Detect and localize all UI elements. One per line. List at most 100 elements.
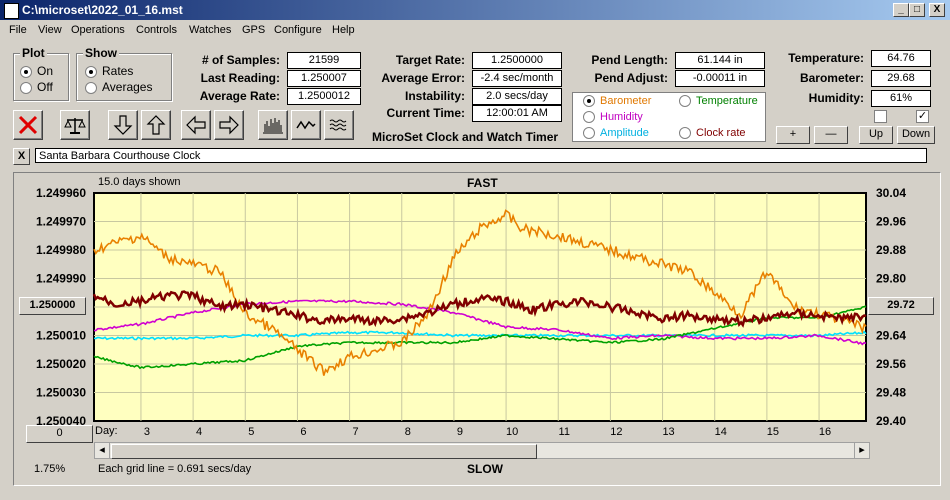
- y-left-tick-label: 1.249990: [36, 272, 86, 286]
- plot-on-label: On: [37, 64, 54, 78]
- title-bar: C:\microset\2022_01_16.mst _ □ X: [0, 0, 950, 20]
- y-right-tick-label: 29.56: [876, 357, 906, 371]
- average-error-field: -2.4 sec/month: [472, 70, 562, 87]
- down-button[interactable]: Down: [897, 126, 935, 144]
- x-tick-label: 6: [300, 426, 306, 438]
- y-right-tick-label: 29.80: [876, 272, 906, 286]
- plot-off-radio[interactable]: Off: [20, 80, 53, 94]
- y-right-tick-label: 29.88: [876, 243, 906, 257]
- balance-button[interactable]: [60, 110, 90, 140]
- center-rate-button[interactable]: 1.250000: [19, 297, 86, 315]
- y-left-tick-label: 1.249960: [36, 186, 86, 200]
- grid-note: Each grid line = 0.691 secs/day: [98, 463, 252, 475]
- noise-graph-button[interactable]: [324, 110, 354, 140]
- menu-controls[interactable]: Controls: [136, 24, 177, 36]
- menu-bar: File View Operations Controls Watches GP…: [0, 21, 950, 41]
- x-tick-label: 14: [715, 426, 727, 438]
- arrow-down-icon: [113, 115, 133, 135]
- histogram-button[interactable]: [258, 110, 288, 140]
- time-scrollbar[interactable]: ◂ ▸: [94, 442, 870, 459]
- scroll-right-arrow[interactable]: ▸: [854, 443, 869, 458]
- fast-label: FAST: [467, 176, 498, 190]
- maximize-button[interactable]: □: [909, 3, 925, 17]
- menu-file[interactable]: File: [9, 24, 27, 36]
- pend-length-label: Pend Length:: [591, 53, 668, 67]
- aux-temperature-radio[interactable]: Temperature: [679, 95, 758, 108]
- days-shown-label: 15.0 days shown: [98, 176, 181, 188]
- radio-icon: [20, 81, 32, 94]
- aux-temperature-label: Temperature: [696, 95, 758, 107]
- samples-label: # of Samples:: [201, 53, 280, 67]
- x-tick-label: 11: [559, 426, 570, 438]
- temperature-label: Temperature:: [788, 51, 864, 65]
- aux-humidity-radio[interactable]: Humidity: [583, 111, 643, 124]
- zero-button[interactable]: 0: [26, 425, 93, 443]
- stop-button[interactable]: [13, 110, 43, 140]
- aux-amplitude-radio[interactable]: Amplitude: [583, 127, 649, 140]
- up-arrow-button[interactable]: [141, 110, 171, 140]
- x-tick-label: 15: [767, 426, 779, 438]
- x-tick-label: 10: [506, 426, 518, 438]
- aux-barometer-radio[interactable]: Barometer: [583, 95, 652, 108]
- x-tick-label: 12: [610, 426, 622, 438]
- up-button[interactable]: Up: [859, 126, 893, 144]
- right-arrow-button[interactable]: [214, 110, 244, 140]
- target-rate-field[interactable]: 1.2500000: [472, 52, 562, 69]
- instability-field: 2.0 secs/day: [472, 88, 562, 105]
- humidity-field: 61%: [871, 90, 931, 107]
- barometer-field: 29.68: [871, 70, 931, 87]
- center-baro-button[interactable]: 29.72: [868, 297, 934, 315]
- aux-trace-selector: Barometer Temperature Humidity Amplitude…: [572, 92, 766, 142]
- aux-humidity-label: Humidity: [600, 111, 643, 123]
- menu-help[interactable]: Help: [332, 24, 355, 36]
- last-reading-field: 1.250007: [287, 70, 361, 87]
- series-line: [93, 305, 867, 370]
- radio-icon: [583, 111, 595, 124]
- series-line: [93, 299, 867, 346]
- show-averages-radio[interactable]: Averages: [85, 80, 152, 94]
- y-left-tick-label: 1.250030: [36, 386, 86, 400]
- option-checkbox-1[interactable]: [874, 110, 887, 123]
- menu-operations[interactable]: Operations: [71, 24, 125, 36]
- window-title: C:\microset\2022_01_16.mst: [22, 3, 183, 17]
- menu-watches[interactable]: Watches: [189, 24, 232, 36]
- x-tick-label: 13: [662, 426, 674, 438]
- plot-off-label: Off: [37, 80, 53, 94]
- minus-button[interactable]: —: [814, 126, 848, 144]
- clear-name-button[interactable]: X: [13, 148, 30, 165]
- scroll-left-arrow[interactable]: ◂: [95, 443, 110, 458]
- close-button[interactable]: X: [929, 3, 945, 17]
- app-icon[interactable]: [4, 3, 19, 19]
- plot-on-radio[interactable]: On: [20, 64, 53, 78]
- show-rates-label: Rates: [102, 64, 134, 78]
- aux-clockrate-radio[interactable]: Clock rate: [679, 127, 746, 140]
- y-right-tick-label: 29.64: [876, 329, 906, 343]
- wave-icon: [296, 120, 316, 130]
- menu-view[interactable]: View: [38, 24, 62, 36]
- chart-panel: 15.0 days shown FAST SLOW Each grid line…: [13, 172, 941, 486]
- option-checkbox-2[interactable]: ✓: [916, 110, 929, 123]
- pend-length-field[interactable]: 61.144 in: [675, 52, 765, 69]
- plus-button[interactable]: +: [776, 126, 810, 144]
- y-right-tick-label: 30.04: [876, 186, 906, 200]
- x-tick-label: 3: [144, 426, 150, 438]
- samples-field: 21599: [287, 52, 361, 69]
- aux-barometer-label: Barometer: [600, 95, 652, 107]
- humidity-label: Humidity:: [808, 91, 864, 105]
- menu-gps[interactable]: GPS: [242, 24, 266, 36]
- minimize-button[interactable]: _: [893, 3, 909, 17]
- menu-configure[interactable]: Configure: [274, 24, 322, 36]
- line-graph-button[interactable]: [291, 110, 321, 140]
- pend-adjust-field: -0.00011 in: [675, 70, 765, 87]
- down-arrow-button[interactable]: [108, 110, 138, 140]
- x-tick-label: 16: [819, 426, 831, 438]
- series-line: [93, 330, 867, 341]
- left-arrow-button[interactable]: [181, 110, 211, 140]
- scroll-thumb[interactable]: [111, 444, 537, 459]
- y-left-tick-label: 1.250020: [36, 357, 86, 371]
- rate-chart: 1.249960 1.249970 1.249980 1.249990 1.250010…: [36, 186, 906, 438]
- app-caption: MicroSet Clock and Watch Timer: [372, 130, 559, 144]
- radio-selected-icon: [85, 65, 97, 78]
- clock-name-input[interactable]: Santa Barbara Courthouse Clock: [35, 148, 927, 163]
- show-rates-radio[interactable]: Rates: [85, 64, 133, 78]
